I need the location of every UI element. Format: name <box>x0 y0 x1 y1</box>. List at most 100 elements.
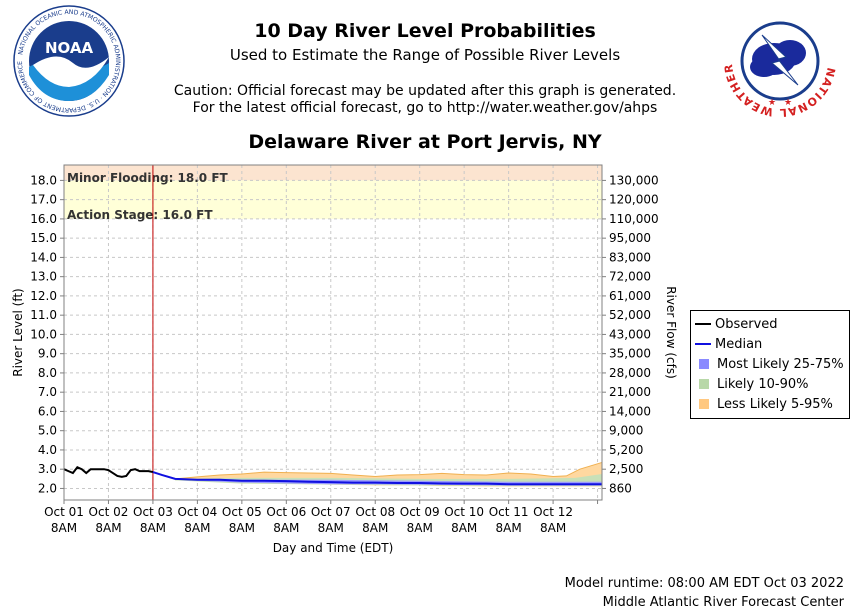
y2-tick-label: 43,000 <box>609 327 651 341</box>
y2-tick-label: 9,000 <box>609 424 643 438</box>
y-tick-label: 12.0 <box>30 289 57 303</box>
y2-tick-label: 72,000 <box>609 270 651 284</box>
y-tick-label: 4.0 <box>38 443 57 457</box>
y2-tick-label: 28,000 <box>609 366 651 380</box>
y-tick-label: 5.0 <box>38 424 57 438</box>
y-tick-label: 6.0 <box>38 404 57 418</box>
legend-label: Less Likely 5-95% <box>717 396 833 412</box>
legend-item: Likely 10-90% <box>695 375 808 393</box>
model-runtime: Model runtime: 08:00 AM EDT Oct 03 2022 <box>564 576 844 591</box>
observed-series <box>63 466 154 478</box>
x-tick-label-time: 8AM <box>140 521 166 535</box>
legend-swatch <box>699 359 709 369</box>
legend-label: Observed <box>715 316 778 332</box>
forecast-center: Middle Atlantic River Forecast Center <box>602 595 844 610</box>
y-tick-label: 13.0 <box>30 270 57 284</box>
nws-logo: NATIONAL WEATHER SERVICE ★ ★ <box>724 5 836 117</box>
x-tick-label-time: 8AM <box>540 521 566 535</box>
x-tick-label-time: 8AM <box>51 521 77 535</box>
legend-item: Most Likely 25-75% <box>695 355 844 373</box>
legend-swatch <box>699 399 709 409</box>
y2-tick-label: 52,000 <box>609 308 651 322</box>
x-tick-label-date: Oct 10 <box>444 505 484 519</box>
chart-title: 10 Day River Level Probabilities <box>254 20 596 42</box>
legend-label: Most Likely 25-75% <box>717 356 844 372</box>
x-tick-label-date: Oct 02 <box>89 505 129 519</box>
chart-subtitle: Used to Estimate the Range of Possible R… <box>229 46 621 64</box>
y-axis-title: River Level (ft) <box>11 288 25 376</box>
x-tick-label-date: Oct 11 <box>489 505 529 519</box>
y2-axis-title: River Flow (cfs) <box>664 286 678 379</box>
x-tick-label-date: Oct 05 <box>222 505 262 519</box>
x-tick-label-date: Oct 01 <box>44 505 84 519</box>
caution-line-2: For the latest official forecast, go to … <box>192 100 658 116</box>
legend-item: Median <box>695 335 762 353</box>
x-tick-label-time: 8AM <box>362 521 388 535</box>
y-tick-label: 2.0 <box>38 481 57 495</box>
y-tick-label: 18.0 <box>30 173 57 187</box>
location-title: Delaware River at Port Jervis, NY <box>248 131 602 153</box>
plot-frame <box>63 164 603 501</box>
y-tick-label: 9.0 <box>38 347 57 361</box>
noaa-logo: NATIONAL OCEANIC AND ATMOSPHERIC ADMINIS… <box>13 5 125 117</box>
minor-flooding-label: Minor Flooding: 18.0 FT <box>67 171 229 185</box>
y-tick-label: 11.0 <box>30 308 57 322</box>
y2-tick-label: 2,500 <box>609 462 643 476</box>
flood-zone-band <box>64 165 602 181</box>
y2-tick-label: 120,000 <box>609 193 659 207</box>
x-tick-label-time: 8AM <box>229 521 255 535</box>
y2-tick-label: 83,000 <box>609 250 651 264</box>
y-tick-label: 7.0 <box>38 385 57 399</box>
x-tick-label-time: 8AM <box>273 521 299 535</box>
x-tick-label-time: 8AM <box>496 521 522 535</box>
legend: Observed Median Most Likely 25-75% Likely 1… <box>690 310 850 419</box>
x-tick-label-time: 8AM <box>407 521 433 535</box>
x-tick-label-date: Oct 06 <box>266 505 306 519</box>
legend-swatch <box>695 343 711 345</box>
legend-label: Median <box>715 336 763 352</box>
y2-tick-label: 110,000 <box>609 212 659 226</box>
median-series <box>152 471 602 486</box>
caution-line-1: Caution: Official forecast may be update… <box>173 83 677 99</box>
x-tick-label-date: Oct 12 <box>533 505 573 519</box>
y2-tick-label: 130,000 <box>609 173 659 187</box>
x-tick-label-time: 8AM <box>184 521 210 535</box>
y2-tick-label: 61,000 <box>609 289 651 303</box>
y-tick-label: 14.0 <box>30 250 57 264</box>
y2-tick-label: 5,200 <box>609 443 643 457</box>
svg-text:★: ★ <box>784 98 792 108</box>
x-tick-label-time: 8AM <box>318 521 344 535</box>
flood-zone-band <box>64 180 602 219</box>
y-tick-label: 3.0 <box>38 462 57 476</box>
x-tick-label-date: Oct 04 <box>177 505 217 519</box>
y-tick-label: 10.0 <box>30 327 57 341</box>
noaa-text: NOAA <box>45 39 94 57</box>
x-axis-title: Day and Time (EDT) <box>273 541 394 555</box>
legend-item: Observed <box>695 315 778 333</box>
y-tick-label: 17.0 <box>30 193 57 207</box>
y2-tick-label: 95,000 <box>609 231 651 245</box>
x-tick-label-time: 8AM <box>95 521 121 535</box>
y-tick-label: 15.0 <box>30 231 57 245</box>
svg-text:★: ★ <box>768 98 776 108</box>
plot-area <box>64 165 602 500</box>
y2-tick-label: 860 <box>609 481 632 495</box>
y-tick-label: 16.0 <box>30 212 57 226</box>
action-stage-label: Action Stage: 16.0 FT <box>67 208 213 222</box>
x-tick-label-date: Oct 08 <box>355 505 395 519</box>
x-tick-label-time: 8AM <box>451 521 477 535</box>
y-tick-label: 8.0 <box>38 366 57 380</box>
legend-label: Likely 10-90% <box>717 376 809 392</box>
legend-swatch <box>695 323 711 325</box>
x-tick-label-date: Oct 07 <box>311 505 351 519</box>
caution-note: Caution: Official forecast may be update… <box>0 83 850 117</box>
legend-item: Less Likely 5-95% <box>695 395 833 413</box>
y2-tick-label: 14,000 <box>609 404 651 418</box>
x-tick-label-date: Oct 03 <box>133 505 173 519</box>
y2-tick-label: 21,000 <box>609 385 651 399</box>
x-tick-label-date: Oct 09 <box>400 505 440 519</box>
legend-swatch <box>699 379 709 389</box>
band-5-95-edge <box>175 461 603 480</box>
y2-tick-label: 35,000 <box>609 347 651 361</box>
